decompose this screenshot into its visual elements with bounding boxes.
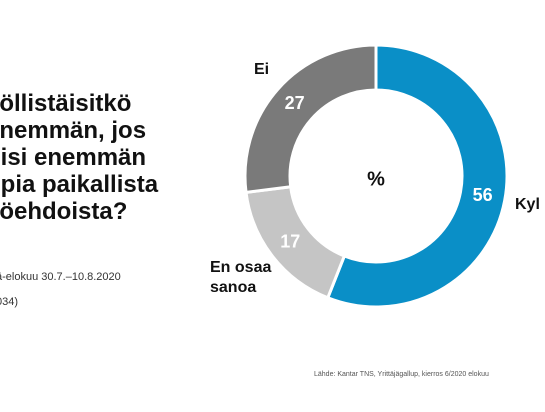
donut-slice-0 bbox=[325, 43, 509, 309]
title-line-4: opia paikallista bbox=[0, 171, 159, 198]
title-line-5: yöehdoista? bbox=[0, 198, 128, 225]
center-percent-label: % bbox=[367, 168, 385, 190]
donut-value-labels: 56 17 27 bbox=[280, 93, 492, 251]
donut-value-0: 56 bbox=[473, 185, 493, 205]
sample-size: 034) bbox=[0, 296, 19, 308]
chart-title: yöllistäisitkö enemmän, jos oisi enemmän… bbox=[0, 90, 216, 225]
donut-slices bbox=[243, 43, 509, 309]
donut-value-1: 17 bbox=[280, 231, 300, 251]
source-note: Lähde: Kantar TNS, Yrittäjägallup, kierr… bbox=[314, 371, 489, 378]
legend-label-ei: Ei bbox=[254, 61, 270, 78]
donut-value-2: 27 bbox=[285, 93, 305, 113]
survey-period: ä-elokuu 30.7.–10.8.2020 bbox=[0, 271, 121, 283]
title-line-2: enemmän, jos bbox=[0, 117, 147, 144]
title-line-3: oisi enemmän bbox=[0, 144, 147, 171]
legend-label-kyl: Kyl bbox=[515, 196, 540, 213]
donut-slice-2 bbox=[243, 43, 378, 195]
title-line-1: yöllistäisitkö bbox=[0, 90, 132, 117]
legend-label-en-osaa-sanoa: En osaa sanoa bbox=[210, 259, 272, 296]
